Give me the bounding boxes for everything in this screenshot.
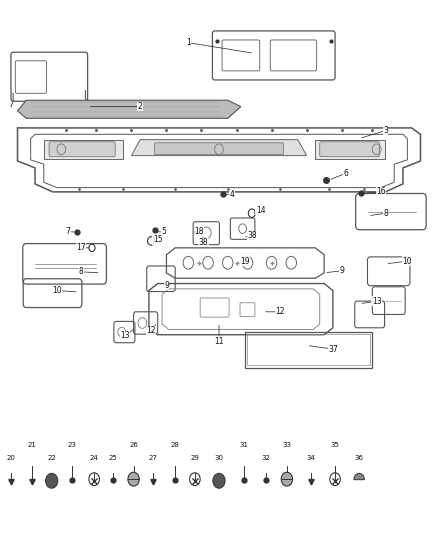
Text: 15: 15: [153, 236, 162, 244]
FancyBboxPatch shape: [49, 142, 115, 157]
Text: 28: 28: [171, 442, 180, 448]
Text: 24: 24: [90, 455, 99, 461]
Text: 33: 33: [283, 442, 291, 448]
Text: 22: 22: [47, 455, 56, 461]
Text: 8: 8: [383, 209, 388, 217]
Text: 16: 16: [376, 188, 386, 196]
Text: 10: 10: [52, 286, 62, 295]
Text: 7: 7: [65, 228, 71, 236]
Text: 9: 9: [164, 281, 169, 289]
Text: 17: 17: [76, 244, 86, 252]
Text: 36: 36: [355, 455, 364, 461]
Text: 12: 12: [276, 308, 285, 316]
Text: 35: 35: [331, 442, 339, 448]
Text: 34: 34: [307, 455, 315, 461]
Text: 1: 1: [186, 38, 191, 47]
Circle shape: [281, 472, 293, 486]
Text: 20: 20: [7, 455, 15, 461]
Text: 32: 32: [262, 455, 271, 461]
Polygon shape: [315, 140, 385, 159]
Text: 38: 38: [247, 231, 257, 240]
Text: 21: 21: [28, 442, 36, 448]
Text: 3: 3: [383, 126, 388, 135]
Text: 4: 4: [230, 190, 235, 199]
Text: 10: 10: [403, 257, 412, 265]
Text: 13: 13: [372, 297, 381, 305]
Text: 11: 11: [214, 337, 224, 345]
Circle shape: [128, 472, 139, 486]
Circle shape: [213, 473, 225, 488]
Text: 12: 12: [146, 326, 156, 335]
Text: 9: 9: [339, 266, 344, 275]
Text: 30: 30: [215, 455, 223, 461]
Circle shape: [46, 473, 58, 488]
Text: 5: 5: [162, 228, 167, 236]
Text: 19: 19: [240, 257, 250, 265]
Text: 31: 31: [240, 442, 249, 448]
FancyBboxPatch shape: [320, 142, 379, 157]
Text: 26: 26: [129, 442, 138, 448]
Text: 2: 2: [138, 102, 142, 111]
Text: 6: 6: [343, 169, 349, 177]
Text: 25: 25: [109, 455, 117, 461]
Polygon shape: [44, 140, 123, 159]
Text: 18: 18: [194, 228, 204, 236]
Text: 27: 27: [149, 455, 158, 461]
Text: 37: 37: [328, 345, 338, 353]
Text: 23: 23: [68, 442, 77, 448]
Text: 8: 8: [79, 268, 83, 276]
Polygon shape: [131, 140, 307, 156]
Text: 14: 14: [256, 206, 265, 215]
FancyBboxPatch shape: [155, 143, 283, 155]
Text: 29: 29: [191, 455, 199, 461]
Text: 13: 13: [120, 332, 130, 340]
Text: 38: 38: [199, 238, 208, 247]
Polygon shape: [18, 100, 241, 118]
Wedge shape: [354, 473, 364, 480]
